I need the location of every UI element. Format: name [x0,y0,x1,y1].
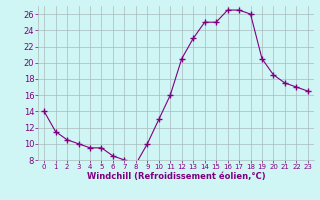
X-axis label: Windchill (Refroidissement éolien,°C): Windchill (Refroidissement éolien,°C) [87,172,265,181]
